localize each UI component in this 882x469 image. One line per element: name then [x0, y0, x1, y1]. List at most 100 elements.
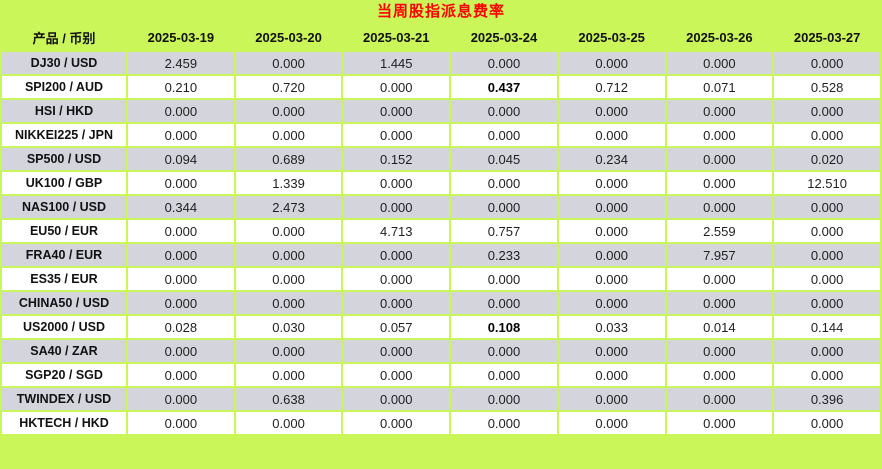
table-row: HSI / HKD 0.000 0.000 0.000 0.000 0.000 0.000 0…: [2, 100, 880, 122]
rate-value-cell: 0.000: [343, 268, 450, 290]
rate-value-cell: 0.000: [451, 100, 557, 122]
rate-value-cell: 7.957: [666, 244, 773, 266]
rate-value-cell: 0.033: [558, 316, 665, 338]
rate-value-cell: 0.000: [558, 292, 665, 314]
rate-value-cell: 0.000: [128, 340, 234, 362]
rate-value-cell: 0.000: [128, 292, 234, 314]
rate-value-cell: 0.000: [666, 388, 773, 410]
column-header-date: 2025-03-25: [578, 29, 645, 45]
table-header-row: 产品 / 币别 2025-03-19 2025-03-20 2025-03-21…: [2, 24, 880, 50]
table-row: SGP20 / SGD 0.000 0.000 0.000 0.000 0.000 0.00…: [2, 364, 880, 386]
rate-value-cell: 0.000: [235, 364, 342, 386]
rate-value-cell: 0.000: [343, 100, 450, 122]
rate-value-cell: 0.000: [774, 364, 880, 386]
rate-value-cell: 0.000: [128, 124, 234, 146]
product-currency-cell: SGP20 / SGD: [2, 364, 126, 386]
rate-value-cell: 0.396: [774, 388, 880, 410]
rate-value-cell: 2.559: [666, 220, 773, 242]
product-currency-cell: HKTECH / HKD: [2, 412, 126, 434]
rate-value-cell: 0.233: [451, 244, 557, 266]
table-row: CHINA50 / USD 0.000 0.000 0.000 0.000 0.000 0.…: [2, 292, 880, 314]
rate-value-cell: 0.000: [774, 412, 880, 434]
column-header-date: 2025-03-24: [470, 29, 538, 45]
product-currency-cell: ES35 / EUR: [2, 268, 126, 290]
table-body: DJ30 / USD 2.459 0.000 1.445 0.000 0.000 0.000…: [2, 52, 880, 434]
rate-value-cell: 0.000: [343, 172, 450, 194]
table-header: 产品 / 币别 2025-03-19 2025-03-20 2025-03-21…: [2, 24, 880, 50]
rate-value-cell: 0.030: [235, 316, 342, 338]
rate-value-cell: 0.000: [128, 364, 234, 386]
rate-value-cell: 0.000: [235, 220, 342, 242]
rate-value-cell: 0.000: [774, 52, 880, 74]
rate-value-cell: 0.000: [558, 388, 665, 410]
rate-value-cell: 0.437: [451, 76, 557, 98]
rate-value-cell: 0.000: [451, 268, 557, 290]
rate-value-cell: 0.000: [774, 340, 880, 362]
rate-value-cell: 0.000: [235, 244, 342, 266]
rate-value-cell: 0.000: [343, 340, 450, 362]
rate-value-cell: 0.689: [235, 148, 342, 170]
rate-value-cell: 0.000: [451, 172, 557, 194]
table-row: DJ30 / USD 2.459 0.000 1.445 0.000 0.000 0.000…: [2, 52, 880, 74]
rate-value-cell: 0.152: [343, 148, 450, 170]
rate-value-cell: 0.000: [666, 100, 773, 122]
table-row: UK100 / GBP 0.000 1.339 0.000 0.000 0.000 0.00…: [2, 172, 880, 194]
rate-value-cell: 0.000: [558, 220, 665, 242]
column-header-date: 2025-03-20: [255, 29, 322, 45]
rate-value-cell: 0.000: [235, 100, 342, 122]
rate-value-cell: 0.000: [666, 364, 773, 386]
product-currency-cell: SP500 / USD: [2, 148, 126, 170]
table-row: FRA40 / EUR 0.000 0.000 0.000 0.233 0.000 7.95…: [2, 244, 880, 266]
rate-value-cell: 4.713: [343, 220, 450, 242]
rate-value-cell: 0.000: [451, 124, 557, 146]
rate-value-cell: 0.000: [558, 100, 665, 122]
rate-value-cell: 2.459: [128, 52, 234, 74]
rate-value-cell: 0.000: [451, 196, 557, 218]
rate-value-cell: 0.108: [451, 316, 557, 338]
rate-value-cell: 0.000: [774, 196, 880, 218]
product-currency-cell: CHINA50 / USD: [2, 292, 126, 314]
rate-value-cell: 0.000: [235, 292, 342, 314]
page-title: 当周股指派息费率: [376, 3, 505, 20]
rate-value-cell: 0.000: [343, 76, 450, 98]
rate-value-cell: 0.000: [343, 292, 450, 314]
product-currency-cell: SA40 / ZAR: [2, 340, 126, 362]
rate-value-cell: 0.000: [128, 220, 234, 242]
column-header-date: 2025-03-27: [793, 29, 861, 45]
product-currency-cell: FRA40 / EUR: [2, 244, 126, 266]
rate-value-cell: 0.000: [774, 124, 880, 146]
rate-value-cell: 0.071: [666, 76, 773, 98]
rate-value-cell: 0.000: [235, 124, 342, 146]
rate-value-cell: 0.000: [558, 268, 665, 290]
rate-value-cell: 2.473: [235, 196, 342, 218]
rate-value-cell: 0.000: [774, 100, 880, 122]
rate-value-cell: 0.000: [666, 268, 773, 290]
rate-value-cell: 0.000: [774, 244, 880, 266]
rate-value-cell: 0.000: [666, 172, 773, 194]
rate-value-cell: 0.000: [451, 412, 557, 434]
rate-value-cell: 0.000: [451, 388, 557, 410]
table-row: HKTECH / HKD 0.000 0.000 0.000 0.000 0.000 0.0…: [2, 412, 880, 434]
rate-value-cell: 0.638: [235, 388, 342, 410]
rate-value-cell: 0.000: [128, 412, 234, 434]
rate-value-cell: 0.000: [343, 412, 450, 434]
rate-value-cell: 0.000: [235, 268, 342, 290]
rate-value-cell: 0.000: [451, 340, 557, 362]
rate-value-cell: 0.045: [451, 148, 557, 170]
rate-value-cell: 12.510: [774, 172, 880, 194]
rate-value-cell: 0.720: [235, 76, 342, 98]
rate-value-cell: 0.000: [343, 196, 450, 218]
rate-value-cell: 0.000: [343, 244, 450, 266]
product-currency-cell: SPI200 / AUD: [2, 76, 126, 98]
rate-value-cell: 0.000: [666, 52, 773, 74]
rate-value-cell: 0.000: [774, 292, 880, 314]
product-currency-cell: DJ30 / USD: [2, 52, 126, 74]
table-row: SP500 / USD 0.094 0.689 0.152 0.045 0.234 0.00…: [2, 148, 880, 170]
product-currency-cell: NIKKEI225 / JPN: [2, 124, 126, 146]
table-row: ES35 / EUR 0.000 0.000 0.000 0.000 0.000 0.000…: [2, 268, 880, 290]
rate-value-cell: 0.020: [774, 148, 880, 170]
rate-value-cell: 0.528: [774, 76, 880, 98]
rate-value-cell: 0.144: [774, 316, 880, 338]
column-header-date: 2025-03-26: [686, 29, 753, 45]
